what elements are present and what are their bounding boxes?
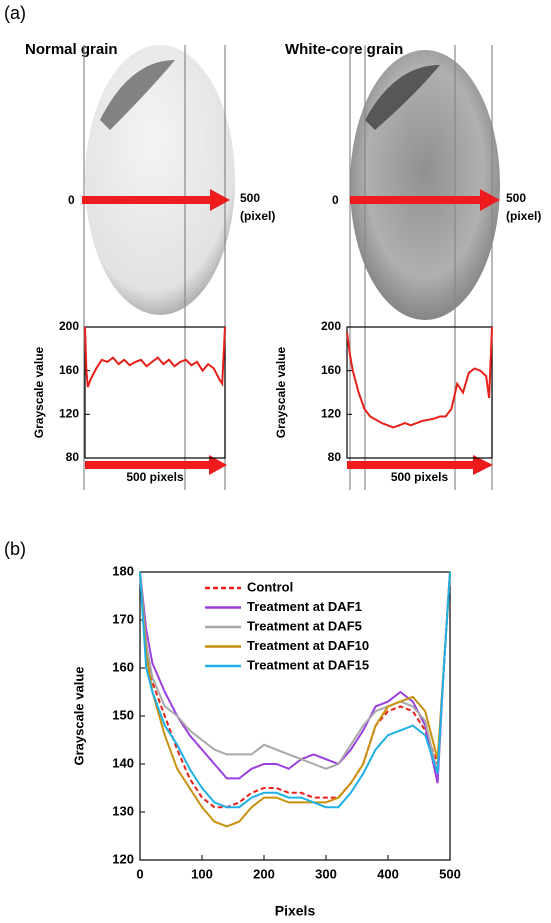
y-axis-label: Grayscale value xyxy=(32,346,46,438)
grain-image xyxy=(85,45,235,315)
grain-embryo xyxy=(100,60,175,130)
y-tick-label: 120 xyxy=(59,407,79,421)
x-axis-label: Pixels xyxy=(275,903,316,919)
series-line xyxy=(84,326,226,388)
x-tick-label: 0 xyxy=(136,866,143,881)
series-line xyxy=(346,326,493,429)
y-tick-label: 160 xyxy=(321,363,341,377)
y-tick-label: 80 xyxy=(66,450,80,464)
legend-label: Treatment at DAF5 xyxy=(247,618,362,633)
series-line xyxy=(139,571,451,774)
x-tick-label: 500 xyxy=(439,866,461,881)
y-tick-label: 200 xyxy=(321,319,341,333)
series-line xyxy=(139,571,451,784)
x-tick-label: 300 xyxy=(315,866,337,881)
y-tick-label: 120 xyxy=(321,407,341,421)
y-tick-label: 150 xyxy=(112,707,134,722)
arrow-start: 0 xyxy=(332,193,339,207)
y-tick-label: 160 xyxy=(112,659,134,674)
plot-frame xyxy=(139,571,451,861)
y-axis-label: Grayscale value xyxy=(274,346,288,438)
plot-frame xyxy=(84,326,226,459)
y-tick-label: 80 xyxy=(328,450,342,464)
y-tick-label: 200 xyxy=(59,319,79,333)
series-line xyxy=(139,571,451,809)
grain-title: Normal grain xyxy=(25,41,118,58)
y-axis-label: Grayscale value xyxy=(71,666,86,765)
legend-label: Treatment at DAF1 xyxy=(247,599,362,614)
annotation: 500 pixels xyxy=(391,470,449,484)
grain-title: White-core grain xyxy=(285,41,403,58)
series-line xyxy=(139,571,451,828)
y-tick-label: 130 xyxy=(112,803,134,818)
grain-embryo xyxy=(365,65,440,130)
arrow-unit: (pixel) xyxy=(506,209,541,223)
arrow-end: 500 xyxy=(506,191,526,205)
arrow-start: 0 xyxy=(68,193,75,207)
y-tick-label: 180 xyxy=(112,563,134,578)
grain-image xyxy=(350,50,500,320)
panel-label: (b) xyxy=(4,539,26,559)
series-line xyxy=(139,571,451,809)
x-tick-label: 400 xyxy=(377,866,399,881)
y-tick-label: 160 xyxy=(59,363,79,377)
arrows xyxy=(82,189,500,475)
annotation: 500 pixels xyxy=(126,470,184,484)
y-tick-label: 170 xyxy=(112,611,134,626)
y-tick-label: 120 xyxy=(112,851,134,866)
panel-label: (a) xyxy=(4,3,26,23)
arrow-unit: (pixel) xyxy=(240,209,275,223)
arrow-end: 500 xyxy=(240,191,260,205)
legend-label: Control xyxy=(247,579,293,594)
x-tick-label: 100 xyxy=(191,866,213,881)
legend-label: Treatment at DAF10 xyxy=(247,638,369,653)
y-tick-label: 140 xyxy=(112,755,134,770)
legend-label: Treatment at DAF15 xyxy=(247,657,369,672)
x-tick-label: 200 xyxy=(253,866,275,881)
plot-frame xyxy=(346,326,493,459)
